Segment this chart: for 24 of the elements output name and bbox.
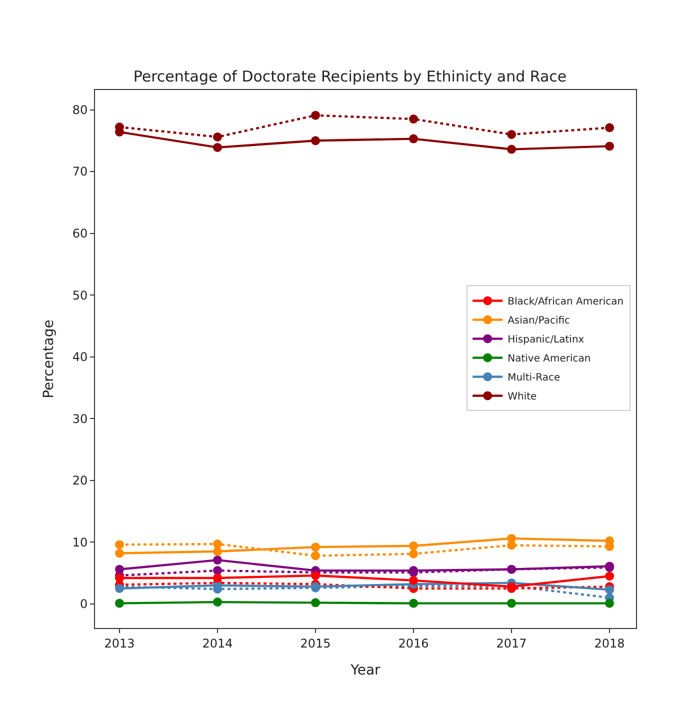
x-tick-label: 2016	[398, 636, 429, 650]
y-tick-label: 70	[72, 164, 88, 179]
legend-label: White	[508, 392, 537, 403]
y-axis-title: Percentage	[40, 320, 57, 398]
legend-label: Native American	[508, 354, 591, 365]
x-tick-label: 2014	[202, 636, 233, 650]
y-tick-label: 30	[72, 412, 88, 426]
y-tick-label: 60	[72, 226, 88, 240]
x-tick-label: 2018	[594, 636, 625, 650]
x-axis-title: Year	[350, 662, 381, 679]
legend-label: Multi-Race	[508, 372, 560, 384]
chart-title: Percentage of Doctorate Recipients by Ethinicty and Race	[133, 67, 567, 86]
y-tick-label: 50	[72, 288, 88, 302]
legend-label: Black/African American	[508, 296, 624, 308]
y-tick-label: 20	[72, 474, 88, 488]
y-tick-label: 0	[80, 597, 88, 612]
legend-label: Asian/Pacific	[508, 316, 570, 327]
legend-label: Hispanic/Latinx	[508, 334, 584, 346]
y-tick-label: 10	[72, 535, 88, 550]
y-tick-label: 80	[72, 102, 88, 117]
y-tick-label: 40	[72, 350, 88, 364]
x-tick-label: 2015	[300, 636, 331, 650]
x-tick-label: 2013	[104, 636, 135, 650]
x-tick-label: 2017	[496, 636, 527, 650]
